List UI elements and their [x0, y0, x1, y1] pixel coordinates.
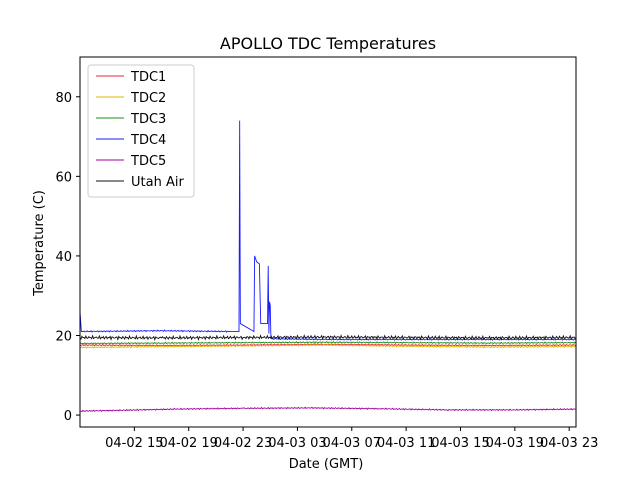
legend-label: TDC3	[130, 112, 166, 127]
x-tick-label: 04-03 11	[377, 436, 435, 451]
series-line-tdc3	[80, 340, 576, 345]
x-tick-label: 04-03 15	[431, 436, 489, 451]
series-layer	[80, 120, 576, 413]
plot-frame	[79, 56, 577, 428]
x-tick-label: 04-03 07	[323, 436, 381, 451]
legend-label: TDC2	[130, 91, 166, 106]
x-tick-label: 04-03 23	[540, 436, 598, 451]
x-tick-label: 04-03 19	[486, 436, 544, 451]
x-tick-label: 04-03 03	[268, 436, 326, 451]
y-tick-label: 40	[55, 250, 72, 265]
y-tick-label: 60	[55, 170, 72, 185]
x-axis-label: Date (GMT)	[289, 457, 364, 472]
legend-label: TDC4	[130, 133, 166, 148]
x-tick-label: 04-02 15	[105, 436, 163, 451]
y-tick-label: 80	[55, 91, 72, 106]
series-line-tdc4	[80, 120, 576, 341]
x-tick-label: 04-02 19	[159, 436, 217, 451]
y-tick-label: 0	[64, 409, 72, 424]
x-tick-label: 04-02 23	[214, 436, 272, 451]
series-line-tdc2	[80, 343, 576, 349]
legend-label: Utah Air	[131, 175, 184, 190]
y-tick-label: 20	[55, 329, 72, 344]
series-line-utah-air	[80, 334, 576, 342]
chart-title: APOLLO TDC Temperatures	[220, 34, 436, 53]
legend-label: TDC5	[130, 154, 166, 169]
legend-label: TDC1	[130, 70, 166, 85]
series-line-tdc5	[80, 406, 576, 413]
y-axis-label: Temperature (C)	[32, 190, 47, 297]
legend: TDC1 TDC2 TDC3 TDC4 TDC5 Utah Air	[87, 64, 195, 198]
legend-box	[87, 64, 195, 198]
series-line-tdc1	[80, 343, 576, 347]
